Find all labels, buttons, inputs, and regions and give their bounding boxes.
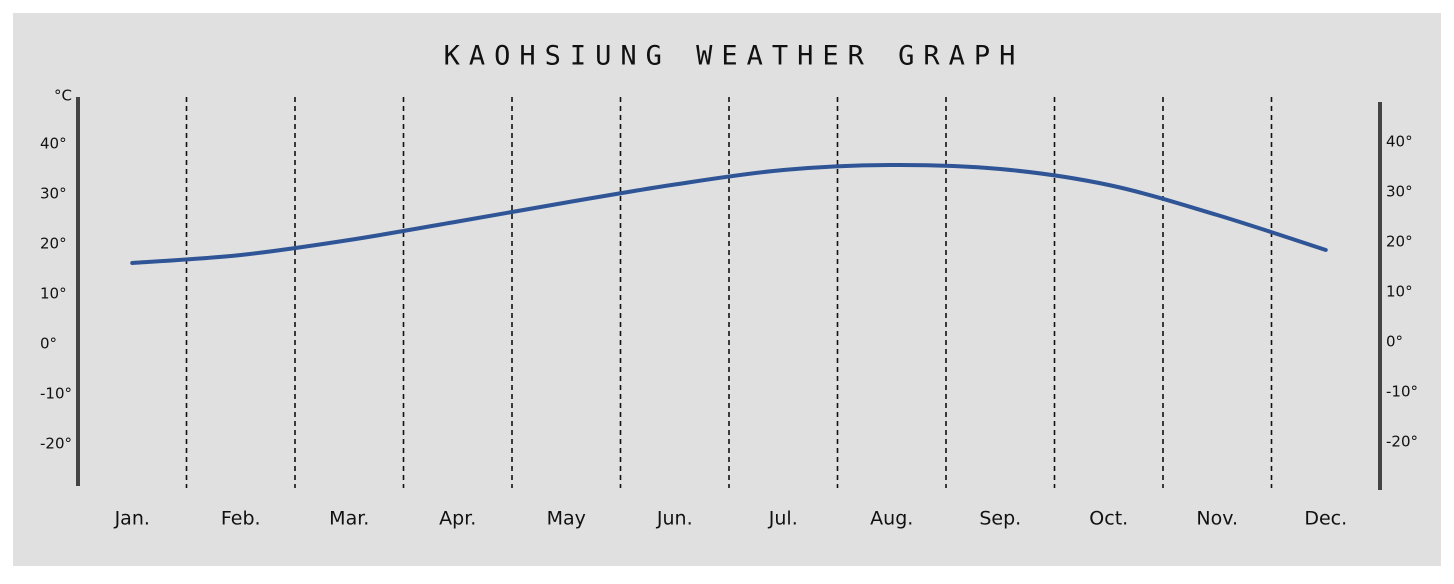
y2-tick-label: 20°	[1386, 233, 1413, 251]
y2-tick-label: -10°	[1386, 383, 1418, 401]
x-tick-label: Nov.	[1196, 508, 1238, 530]
y-tick-label: 20°	[40, 235, 67, 253]
y-tick-label: 40°	[40, 135, 67, 153]
x-tick-label: Feb.	[221, 508, 261, 530]
x-tick-label: Jan.	[114, 508, 150, 530]
y2-tick-label: 0°	[1386, 333, 1403, 351]
y-axis-label: °C	[54, 87, 72, 105]
x-tick-label: Jul.	[768, 508, 798, 530]
y2-tick-label: 40°	[1386, 133, 1413, 151]
y2-tick-label: -20°	[1386, 433, 1418, 451]
panel	[13, 13, 1441, 566]
x-tick-label: Jun.	[656, 508, 693, 530]
x-tick-label: Mar.	[329, 508, 369, 530]
y-tick-label: -10°	[40, 385, 72, 403]
x-tick-label: Sep.	[979, 508, 1021, 530]
x-tick-label: Aug.	[870, 508, 913, 530]
y-tick-label: 30°	[40, 185, 67, 203]
x-tick-label: Oct.	[1089, 508, 1128, 530]
x-tick-label: Dec.	[1304, 508, 1347, 530]
y-tick-label: 10°	[40, 285, 67, 303]
x-tick-label: Apr.	[439, 508, 476, 530]
y-tick-label: -20°	[40, 435, 72, 453]
temperature-line	[130, 162, 1328, 265]
y-tick-label: 0°	[40, 335, 57, 353]
chart-title: KAOHSIUNG WEATHER GRAPH	[444, 41, 1025, 72]
y2-tick-label: 10°	[1386, 283, 1413, 301]
x-tick-label: May	[547, 508, 586, 530]
y2-tick-label: 30°	[1386, 183, 1413, 201]
